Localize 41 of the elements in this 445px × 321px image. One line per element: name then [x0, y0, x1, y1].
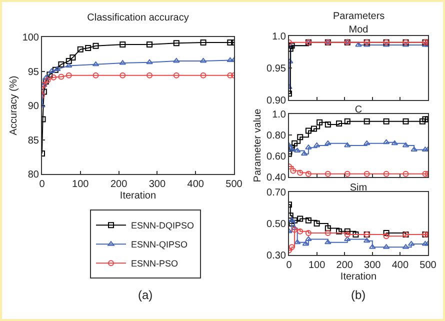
y-tick-label: 90	[28, 101, 40, 112]
legend-label: ESNN-QIPSO	[131, 240, 188, 250]
chart-title: C	[354, 104, 362, 116]
x-tick-label: 300	[364, 260, 382, 271]
x-tick-label: 400	[392, 260, 409, 271]
x-tick-label: 300	[148, 179, 166, 190]
y-tick-label: 0.40	[266, 172, 286, 184]
y-tick-label: 0.30	[266, 250, 286, 262]
y-tick-label: 0.60	[266, 152, 286, 162]
x-tick-label: 0	[39, 179, 46, 190]
legend-label: ESNN-DQIPSO	[131, 220, 194, 231]
text: Parameters	[333, 11, 385, 22]
chart-title: Classification accuracy	[87, 12, 189, 24]
chart-title: Sim	[350, 182, 368, 194]
y-tick-label: 1.0	[272, 32, 286, 42]
y-tick-label: 0.95	[266, 64, 286, 74]
y-axis-title: Accuracy (%)	[8, 76, 20, 136]
x-axis-title: Iteration	[120, 190, 156, 202]
x-tick-label: 400	[187, 179, 204, 190]
text: (b)	[351, 288, 366, 302]
y-tick-label: 0.90	[266, 96, 286, 106]
x-tick-label: 500	[226, 179, 243, 190]
y-tick-label: 80	[28, 170, 40, 180]
x-tick-label: 100	[308, 260, 326, 271]
y-tick-label: 0.70	[266, 188, 286, 198]
x-tick-label: 0	[286, 260, 292, 271]
x-tick-label: 200	[336, 260, 354, 271]
y-axis-title: Parameter value	[252, 108, 264, 182]
y-tick-label: 100	[22, 32, 40, 44]
y-tick-label: 0.50	[266, 219, 286, 230]
y-tick-label: 1.0	[272, 110, 286, 120]
x-tick-label: 200	[110, 179, 128, 190]
legend-label: ESNN-PSO	[131, 258, 178, 269]
y-tick-label: 85	[28, 135, 40, 146]
y-tick-label: 95	[28, 66, 40, 78]
y-tick-label: 0.80	[266, 130, 286, 142]
x-tick-label: 100	[72, 179, 90, 190]
chart-title: Mod	[348, 24, 368, 36]
x-axis-title: Iteration	[340, 272, 377, 282]
text: (a)	[138, 288, 153, 302]
x-tick-label: 500	[420, 260, 437, 271]
